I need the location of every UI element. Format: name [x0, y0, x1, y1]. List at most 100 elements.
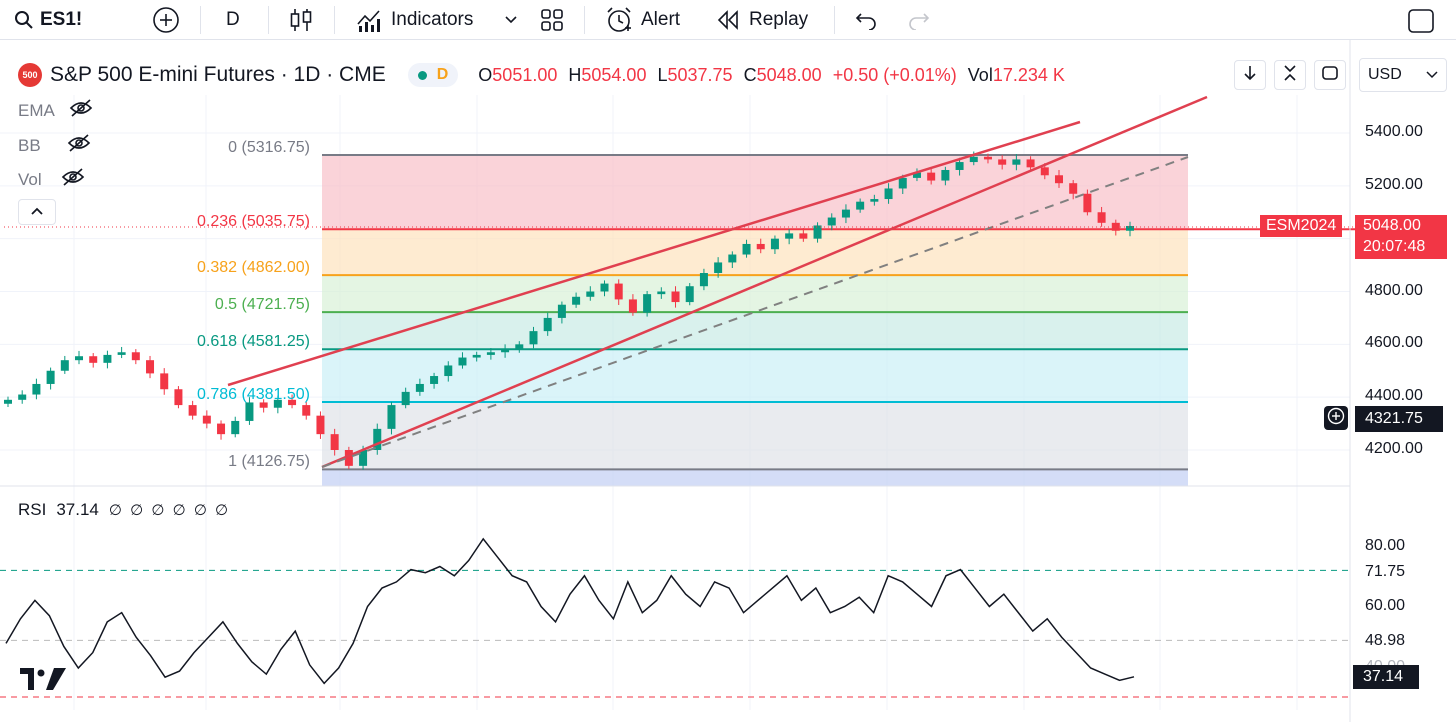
scroll-down-button[interactable]: [1234, 60, 1266, 90]
eye-hidden-icon[interactable]: [69, 98, 93, 123]
square-icon: [1407, 6, 1435, 34]
undo-button[interactable]: [855, 0, 877, 40]
candle: [146, 355, 155, 379]
alert-button[interactable]: Alert: [605, 0, 680, 40]
rsi-label: RSI: [18, 500, 47, 519]
replay-button[interactable]: Replay: [717, 0, 808, 40]
candle: [4, 396, 12, 407]
candle: [884, 183, 893, 204]
symbol-search-button[interactable]: ES1!: [14, 0, 82, 40]
maximize-pane-button[interactable]: [1314, 60, 1346, 90]
fib-level-label: 1 (4126.75): [228, 453, 310, 471]
price-axis-label: 4200.00: [1365, 440, 1423, 457]
candle: [955, 157, 964, 176]
rsi-value: 37.14: [56, 500, 99, 519]
indicator-row-ema[interactable]: EMA: [18, 98, 93, 123]
eye-hidden-icon[interactable]: [61, 167, 85, 192]
add-alert-at-price-button[interactable]: [1324, 406, 1348, 430]
currency-select[interactable]: USD: [1359, 58, 1447, 92]
candle: [273, 395, 282, 414]
templates-button[interactable]: [540, 0, 564, 40]
chevron-up-icon: [30, 203, 44, 221]
indicator-name: BB: [18, 135, 41, 155]
market-status-pill[interactable]: D: [407, 63, 459, 87]
price-axis-label: 4400.00: [1365, 387, 1423, 405]
high-value: 5054.00: [581, 64, 647, 85]
candle: [557, 301, 566, 324]
chevron-down-icon: [504, 15, 518, 25]
collapse-icon: [1283, 64, 1297, 87]
rsi-pane: [0, 537, 1350, 698]
collapse-panes-button[interactable]: [1274, 60, 1306, 90]
rising-channel-drawing[interactable]: [227, 95, 1208, 469]
candle: [18, 390, 27, 404]
redo-button[interactable]: [908, 0, 930, 40]
indicator-row-vol[interactable]: Vol: [18, 167, 85, 192]
chevron-down-icon: [1426, 66, 1438, 84]
eye-hidden-icon[interactable]: [67, 133, 91, 158]
candle: [983, 153, 992, 164]
candle: [799, 228, 808, 242]
low-value: 5037.75: [667, 64, 733, 85]
toolbar-divider: [268, 6, 269, 34]
layout-button[interactable]: [1407, 0, 1435, 40]
channel-lower-line[interactable]: [321, 95, 1208, 469]
rsi-line: [5, 537, 1135, 685]
candle: [174, 386, 183, 409]
tradingview-logo[interactable]: [20, 668, 66, 697]
sp500-logo: 500: [18, 63, 42, 87]
candle: [643, 290, 652, 317]
contract-tag: ESM2024: [1260, 215, 1343, 237]
rsi-value-tag: 37.14: [1353, 665, 1419, 689]
indicator-row-bb[interactable]: BB: [18, 133, 91, 158]
candle: [927, 167, 936, 185]
redo-icon: [908, 10, 930, 30]
candle: [32, 378, 41, 400]
currency-value: USD: [1368, 66, 1402, 83]
price-axis-label: 4600.00: [1365, 334, 1423, 352]
candle: [501, 344, 510, 358]
rsi-axis-label-hidden: 40.00: [1365, 658, 1405, 666]
channel-upper-line[interactable]: [227, 120, 1081, 387]
symbol-title[interactable]: S&P 500 E-mini Futures · 1D · CME: [50, 63, 386, 86]
crosshair-price-tag: 4321.75: [1355, 406, 1443, 432]
chart-type-button[interactable]: [289, 0, 313, 40]
candle: [316, 411, 325, 439]
candle: [430, 372, 439, 389]
candle: [614, 279, 623, 305]
undo-icon: [855, 10, 877, 30]
candle: [188, 400, 197, 420]
indicators-label: Indicators: [391, 9, 474, 30]
candle: [46, 367, 55, 390]
price-axis-label: 5200.00: [1365, 175, 1423, 193]
rsi-legend[interactable]: RSI 37.14 ∅ ∅ ∅ ∅ ∅ ∅: [18, 500, 230, 520]
interval-button[interactable]: D: [226, 0, 240, 40]
volume-label: Vol: [967, 64, 993, 85]
candle: [685, 283, 694, 306]
compare-symbol-button[interactable]: [152, 0, 180, 40]
ohlc-values: O5051.00 H5054.00 L5037.75 C5048.00 +0.5…: [478, 65, 1065, 86]
rsi-axis-label: 48.98: [1365, 632, 1406, 649]
close-label: C: [743, 64, 757, 85]
candle: [60, 355, 69, 374]
fib-zone: [322, 312, 1188, 350]
indicators-button[interactable]: Indicators: [355, 0, 473, 40]
price-axis-label: 4800.00: [1365, 281, 1423, 299]
fibonacci-retracement[interactable]: [322, 153, 1355, 486]
candle: [813, 222, 822, 243]
toolbar-divider: [200, 6, 201, 34]
candle: [657, 287, 666, 299]
candle: [472, 351, 481, 362]
indicator-name: EMA: [18, 100, 55, 120]
fib-level-label: 0.786 (4381.50): [197, 386, 310, 404]
candle: [259, 399, 268, 413]
candle: [1026, 156, 1035, 171]
indicators-dropdown-button[interactable]: [504, 0, 518, 40]
search-icon: [14, 10, 34, 30]
candle: [770, 235, 779, 254]
candle: [288, 394, 297, 409]
replay-label: Replay: [749, 9, 809, 30]
candle: [1126, 221, 1134, 237]
collapse-legend-button[interactable]: [18, 199, 56, 225]
